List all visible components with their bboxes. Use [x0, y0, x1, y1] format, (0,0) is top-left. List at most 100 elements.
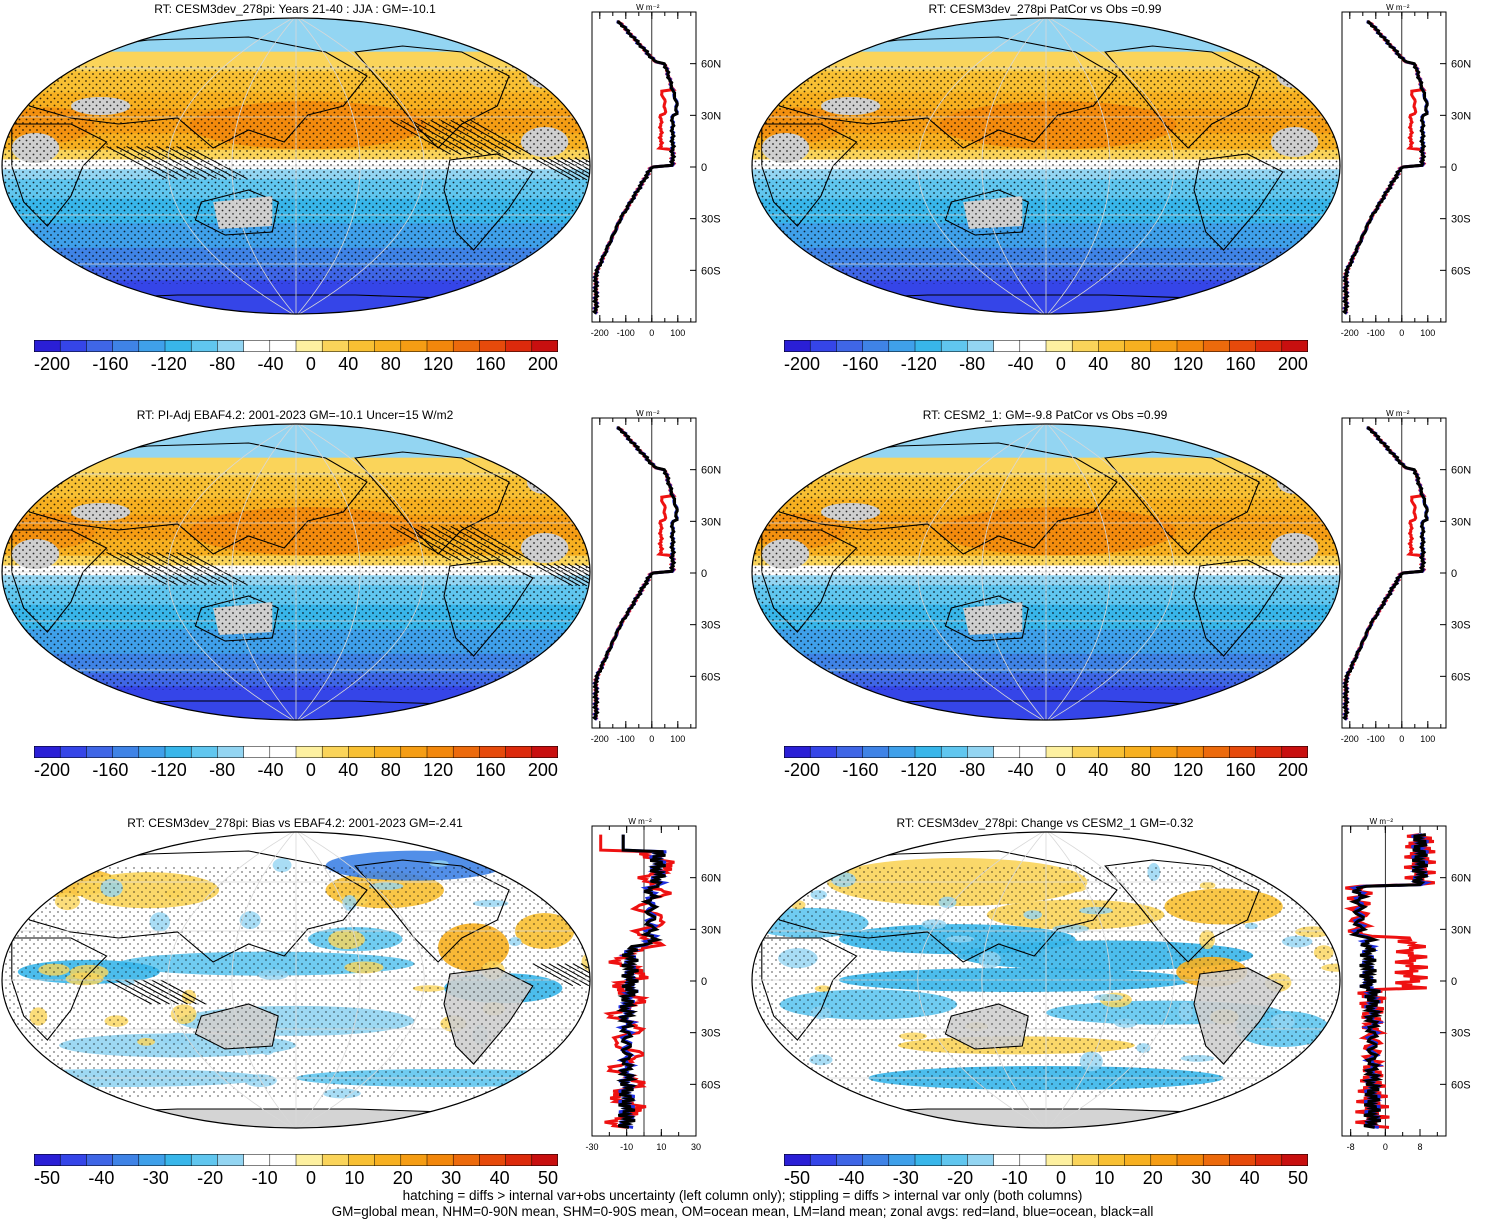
anomaly-patch — [758, 1090, 776, 1109]
anomaly-patch — [519, 850, 556, 870]
colorbar-box — [138, 340, 166, 352]
colorbar-labels: -50 -40 -30 -20 -10 0 10 20 30 40 50 — [784, 1168, 1308, 1189]
unit-label: W m⁻² — [1370, 817, 1394, 826]
panel-title: RT: PI-Adj EBAF4.2: 2001-2023 GM=-10.1 U… — [136, 408, 454, 422]
greenland — [485, 28, 551, 61]
colorbar-label: -200 — [34, 760, 71, 780]
anomaly-patch — [1280, 1079, 1313, 1099]
colorbar-labels: -50 -40 -30 -20 -10 0 10 20 30 40 50 — [34, 1168, 558, 1189]
colorbar — [784, 1154, 1308, 1166]
colorbar-label: 10 — [344, 1168, 365, 1188]
footer-line-2: GM=global mean, NHM=0-90N mean, SHM=0-90… — [331, 1204, 1154, 1219]
colorbar-box — [400, 746, 428, 758]
colorbar-label: -160 — [842, 760, 879, 780]
colorbar-label: 0 — [1055, 1168, 1066, 1188]
lat-label: 30S — [1451, 1028, 1471, 1040]
colorbar-box — [1255, 1154, 1283, 1166]
profile-frame — [1341, 417, 1447, 729]
anomaly-patch — [1293, 892, 1324, 903]
colorbar-box — [217, 746, 245, 758]
colorbar-label: -120 — [150, 354, 187, 374]
colorbar-box — [374, 1154, 402, 1166]
lat-label: 30N — [701, 516, 721, 528]
unit-label: W m⁻² — [636, 409, 660, 418]
colorbar-label: 40 — [489, 1168, 510, 1188]
colorbar-box — [479, 340, 507, 352]
colorbar-box — [243, 1154, 271, 1166]
colorbar-box — [1255, 340, 1283, 352]
colorbar-label: -20 — [197, 1168, 224, 1188]
colorbar-box — [1202, 746, 1231, 758]
colorbar-label: -10 — [1001, 1168, 1028, 1188]
colorbar-box — [348, 340, 376, 352]
global-map — [751, 17, 1341, 315]
map-border — [751, 831, 1341, 1129]
colorbar-box — [426, 340, 454, 352]
lat-label: 0 — [701, 976, 707, 988]
colorbar-box — [452, 746, 481, 758]
x-tick-label: 100 — [1420, 328, 1435, 338]
colorbar — [34, 340, 558, 352]
colorbar-box — [1150, 746, 1178, 758]
colorbar-box — [59, 746, 88, 758]
colorbar-box — [1150, 1154, 1178, 1166]
colorbar-label: -40 — [838, 1168, 865, 1188]
colorbar-box — [809, 1154, 838, 1166]
colorbar-box — [505, 340, 533, 352]
colorbar-box — [784, 1154, 811, 1166]
colorbar-box — [1019, 1154, 1047, 1166]
colorbar-box — [348, 746, 376, 758]
colorbar-box — [836, 746, 864, 758]
x-tick-label: -100 — [1367, 734, 1385, 744]
colorbar-box — [809, 746, 838, 758]
colorbar-label: 120 — [423, 354, 454, 374]
colorbar-label: -50 — [34, 1168, 61, 1188]
colorbar-label: 20 — [1142, 1168, 1163, 1188]
colorbar-labels: -200 -160 -120 -80 -40 0 40 80 120 160 200 — [34, 354, 558, 375]
colorbar-label: -30 — [892, 1168, 919, 1188]
x-tick-label: -200 — [1341, 328, 1359, 338]
map-field — [2, 832, 590, 1128]
colorbar-label: 0 — [305, 354, 316, 374]
colorbar-box — [1019, 746, 1047, 758]
zonal-land-line — [1343, 833, 1436, 1129]
colorbar-box — [531, 1154, 558, 1166]
colorbar-box — [1045, 1154, 1073, 1166]
colorbar-box — [164, 746, 192, 758]
colorbar-box — [217, 340, 245, 352]
colorbar-labels: -200 -160 -120 -80 -40 0 40 80 120 160 200 — [784, 354, 1308, 375]
global-map — [1, 423, 591, 721]
zonal-all-line — [1342, 426, 1429, 721]
x-tick-label: 10 — [656, 1142, 666, 1152]
colorbar-box — [1229, 1154, 1257, 1166]
zonal-mean-profile: -200 -100 0 100 W m⁻² 60N 30N 0 30S 60S — [591, 3, 721, 338]
lat-label: 60S — [701, 265, 721, 277]
colorbar-label: -80 — [959, 354, 986, 374]
colorbar-label: -40 — [1007, 760, 1034, 780]
panel-2: RT: CESM3dev_278pi PatCor vs Obs =0.99 -2… — [750, 0, 1485, 380]
colorbar-box — [374, 340, 402, 352]
colorbar-box — [940, 1154, 969, 1166]
colorbar-label: -200 — [34, 354, 71, 374]
unit-label: W m⁻² — [636, 3, 660, 12]
colorbar-box — [505, 1154, 533, 1166]
lat-label: 30N — [1451, 924, 1471, 936]
colorbar-box — [34, 746, 61, 758]
map-border — [1, 17, 591, 315]
colorbar-label: 50 — [1287, 1168, 1308, 1188]
colorbar-label: 80 — [1130, 354, 1151, 374]
lat-label: 0 — [1451, 162, 1457, 174]
colorbar-box — [505, 746, 533, 758]
colorbar-label: 120 — [1173, 760, 1204, 780]
greenland — [1235, 28, 1301, 61]
x-tick-label: 0 — [649, 328, 654, 338]
colorbar-box — [809, 340, 838, 352]
panel-title: RT: CESM3dev_278pi: Change vs CESM2_1 GM… — [896, 816, 1194, 830]
x-tick-label: 30 — [691, 1142, 701, 1152]
panel-1: RT: CESM3dev_278pi: Years 21-40 : JJA : … — [0, 0, 735, 380]
map-field — [752, 832, 1340, 1128]
x-tick-label: 8 — [1417, 1142, 1422, 1152]
colorbar-label: 80 — [380, 354, 401, 374]
x-tick-label: 100 — [670, 734, 685, 744]
colorbar-box — [914, 340, 942, 352]
